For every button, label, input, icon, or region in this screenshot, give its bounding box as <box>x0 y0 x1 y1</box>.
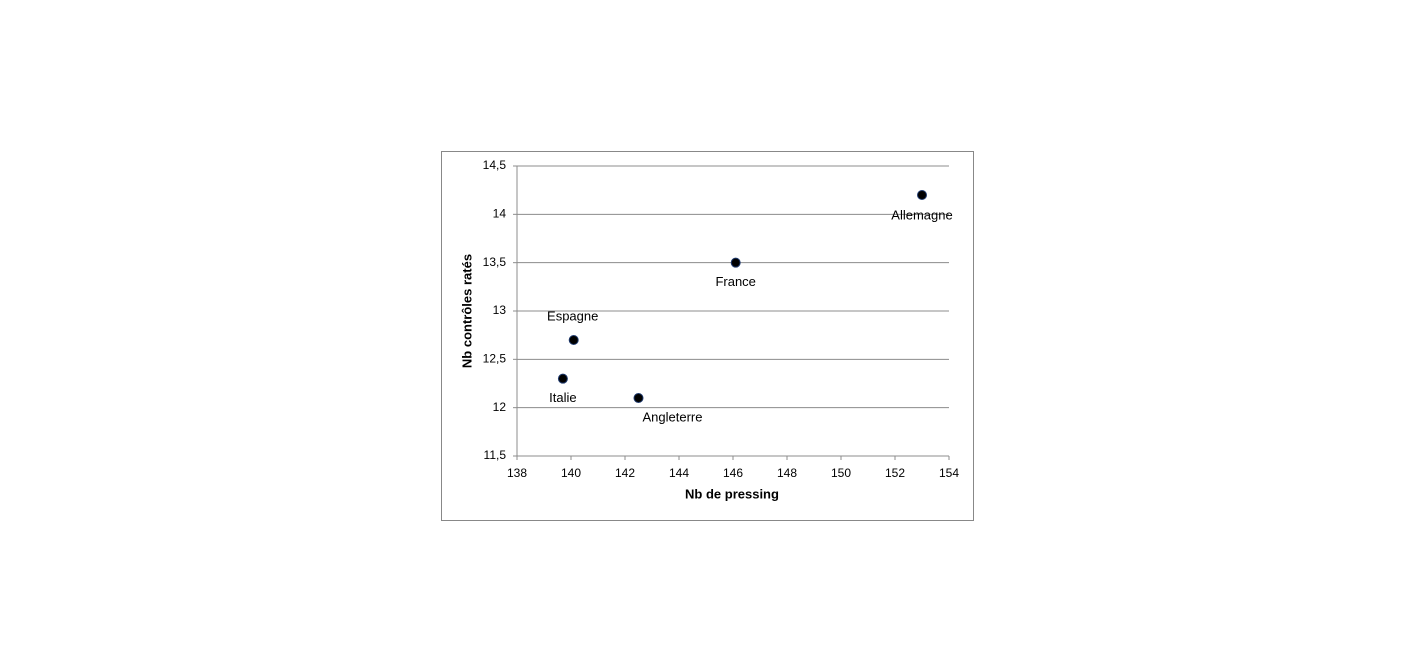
y-tick-label: 13,5 <box>483 255 507 269</box>
point <box>568 335 579 345</box>
point <box>557 373 568 384</box>
point <box>730 257 741 268</box>
point <box>633 393 644 403</box>
x-tick-label: 146 <box>723 466 743 480</box>
x-axis-title: Nb de pressing <box>685 486 779 501</box>
point-label: Espagne <box>547 308 598 323</box>
y-tick-label: 14,5 <box>483 158 507 172</box>
y-tick-label: 14 <box>493 207 507 221</box>
x-tick-label: 154 <box>939 466 959 480</box>
y-tick-label: 12,5 <box>483 352 507 366</box>
point-label: Italie <box>549 390 576 405</box>
point <box>917 190 927 200</box>
x-tick-label: 142 <box>615 466 635 480</box>
y-tick-label: 12 <box>493 400 507 414</box>
y-tick-label: 11,5 <box>484 448 507 462</box>
x-tick-label: 144 <box>669 466 689 480</box>
chart-frame <box>441 151 974 521</box>
y-axis-title: Nb contrôles ratés <box>459 254 474 368</box>
point-label: Allemagne <box>891 207 952 222</box>
x-tick-label: 138 <box>507 466 527 480</box>
point-label: France <box>715 274 755 289</box>
x-tick-label: 152 <box>885 466 905 480</box>
x-tick-label: 140 <box>561 466 581 480</box>
y-tick-label: 13 <box>493 303 507 317</box>
x-tick-label: 148 <box>777 466 797 480</box>
x-tick-label: 150 <box>831 466 851 480</box>
point-label: Angleterre <box>643 409 703 424</box>
